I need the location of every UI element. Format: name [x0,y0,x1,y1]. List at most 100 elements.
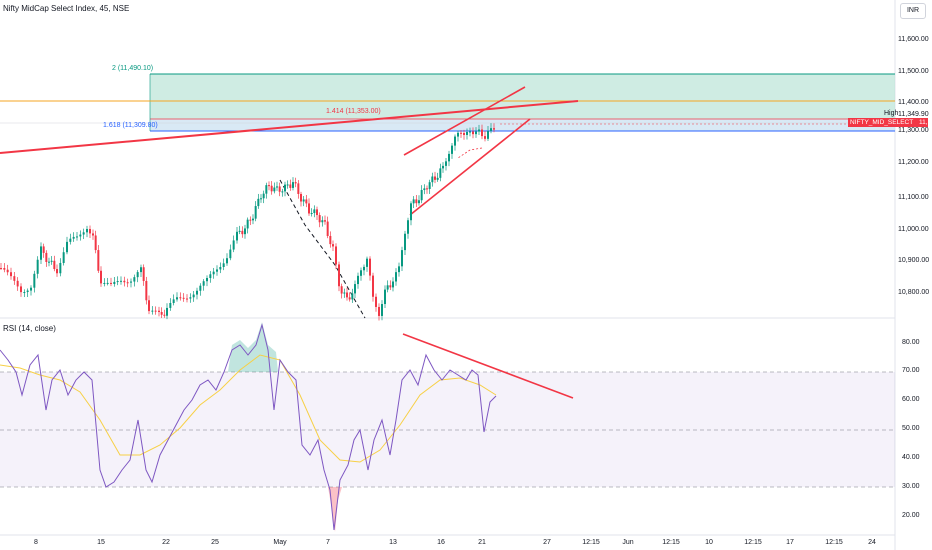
candle-body[interactable] [76,236,78,238]
candle-body[interactable] [475,131,477,135]
candle-body[interactable] [6,269,9,273]
candle-body[interactable] [226,258,228,264]
candle-body[interactable] [116,281,119,283]
fib-zone-upper[interactable] [150,74,895,119]
candle-body[interactable] [216,269,218,272]
candle-body[interactable] [346,292,348,298]
candle-body[interactable] [305,199,308,204]
candle-body[interactable] [478,129,480,132]
candle-body[interactable] [265,185,268,194]
candle-body[interactable] [463,133,465,135]
candle-body[interactable] [386,285,389,290]
candle-body[interactable] [179,297,182,299]
candle-body[interactable] [404,233,406,251]
candle-body[interactable] [219,266,222,270]
candle-body[interactable] [407,220,409,234]
candle-body[interactable] [192,294,195,298]
candle-body[interactable] [100,270,102,284]
currency-button[interactable]: INR [900,3,926,19]
candle-body[interactable] [351,293,354,300]
candle-body[interactable] [434,176,436,180]
candle-body[interactable] [384,289,386,305]
candle-body[interactable] [97,250,100,271]
candle-body[interactable] [202,281,205,286]
candle-body[interactable] [53,260,56,270]
candle-body[interactable] [92,233,94,236]
candle-body[interactable] [375,296,377,307]
candle-body[interactable] [340,286,343,294]
candle-body[interactable] [426,188,428,190]
candle-body[interactable] [289,184,292,188]
candle-body[interactable] [439,168,442,178]
candle-body[interactable] [360,270,362,276]
candle-body[interactable] [241,230,244,235]
wedge-lower-line[interactable] [409,118,531,216]
candle-body[interactable] [460,132,462,134]
candle-body[interactable] [20,286,22,293]
candle-body[interactable] [270,185,273,192]
candle-body[interactable] [42,246,45,253]
candle-body[interactable] [212,271,215,275]
candle-body[interactable] [40,246,42,260]
candle-body[interactable] [136,272,139,278]
candle-body[interactable] [490,128,492,132]
candle-body[interactable] [366,258,368,267]
candle-body[interactable] [445,161,447,166]
candle-body[interactable] [113,281,116,285]
candle-body[interactable] [286,184,289,186]
candle-body[interactable] [268,185,270,187]
candle-body[interactable] [428,182,431,189]
candle-body[interactable] [48,261,50,263]
candle-body[interactable] [372,275,374,297]
candle-body[interactable] [110,282,112,285]
candle-body[interactable] [297,183,300,194]
candle-body[interactable] [163,314,166,316]
candle-body[interactable] [363,266,365,271]
candle-body[interactable] [79,234,82,237]
candle-body[interactable] [126,282,129,284]
candle-body[interactable] [389,285,392,288]
candle-body[interactable] [222,263,225,267]
candle-body[interactable] [106,282,109,284]
candle-body[interactable] [229,249,232,259]
candle-body[interactable] [123,280,126,283]
candle-body[interactable] [410,203,412,221]
candle-body[interactable] [148,300,150,312]
candle-body[interactable] [236,231,238,241]
candle-body[interactable] [310,213,313,215]
candle-body[interactable] [154,310,157,312]
candle-body[interactable] [50,260,53,262]
candle-body[interactable] [392,281,394,288]
candle-body[interactable] [140,267,142,273]
candle-body[interactable] [442,165,444,169]
rsi-ma-line[interactable] [0,354,497,463]
candle-body[interactable] [423,188,426,191]
candle-body[interactable] [59,262,62,274]
candle-body[interactable] [338,264,340,287]
candle-body[interactable] [69,238,72,242]
candle-body[interactable] [172,299,175,303]
candle-body[interactable] [186,298,188,300]
candle-body[interactable] [381,304,383,316]
candle-body[interactable] [199,285,202,291]
candle-body[interactable] [278,186,281,192]
candle-body[interactable] [82,232,85,235]
candle-body[interactable] [493,128,495,130]
candle-body[interactable] [94,235,97,251]
candle-body[interactable] [308,203,310,214]
candle-body[interactable] [26,290,29,293]
candle-body[interactable] [196,290,198,295]
candle-body[interactable] [62,252,65,263]
candle-body[interactable] [0,268,2,269]
candle-body[interactable] [300,193,302,202]
candle-body[interactable] [401,250,403,267]
candle-body[interactable] [466,131,468,135]
candle-body[interactable] [313,209,316,214]
candle-body[interactable] [276,186,278,188]
candle-body[interactable] [23,292,26,294]
candle-body[interactable] [335,246,337,265]
candle-body[interactable] [273,187,276,192]
candle-body[interactable] [451,145,453,154]
candle-body[interactable] [246,219,249,229]
